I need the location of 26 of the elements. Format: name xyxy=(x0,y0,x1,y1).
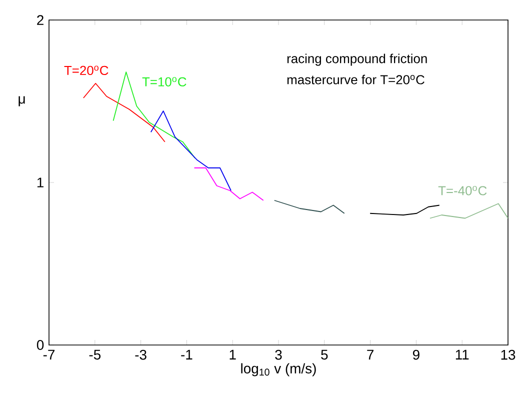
x-axis-title: log$_{10}$ v (m/s) xyxy=(241,363,316,376)
x-tick-label: 11 xyxy=(456,350,469,360)
x-tick-label: -5 xyxy=(89,350,101,360)
line-series xyxy=(112,72,196,159)
annotation: mastercurve for T=20$^{o}$C xyxy=(287,74,424,84)
x-tick-label: -1 xyxy=(181,350,192,360)
y-tick-label: 2 xyxy=(37,15,44,25)
line-series xyxy=(370,204,440,216)
x-tick-label: -3 xyxy=(135,350,146,360)
line-series xyxy=(274,200,345,214)
line-series xyxy=(194,167,264,201)
series-label: T=10$^{o}$C xyxy=(142,77,186,86)
y-tick-label: 1 xyxy=(37,178,44,188)
y-tick-label: 0 xyxy=(36,340,44,350)
annotation: racing compound friction xyxy=(287,54,427,66)
series-label: T=20$^{o}$C xyxy=(64,66,108,76)
series-label: T=-40$^{o}$C xyxy=(438,186,487,196)
line-series xyxy=(150,110,232,192)
x-tick-label: 3 xyxy=(275,350,282,360)
x-tick-label: -7 xyxy=(43,350,55,360)
x-tick-label: 9 xyxy=(412,350,420,360)
x-tick-label: 7 xyxy=(367,350,374,360)
x-tick-label: 1 xyxy=(230,350,236,360)
x-tick-label: 13 xyxy=(501,350,516,360)
y-axis-title: μ xyxy=(18,96,25,106)
x-tick-label: 5 xyxy=(321,350,328,360)
